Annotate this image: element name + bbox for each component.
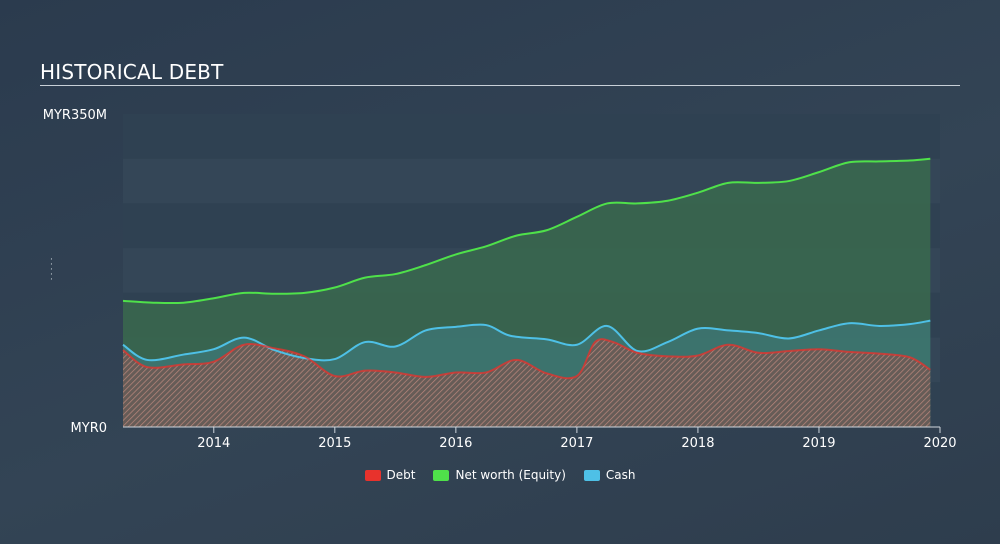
legend-swatch-equity	[433, 469, 450, 481]
axes: 2014 2015 2016 2017 2018 2019 2020 MYR350M MYR0	[43, 108, 957, 451]
legend-item-cash[interactable]: Cash	[583, 468, 636, 482]
legend-item-debt[interactable]: Debt	[364, 468, 416, 482]
x-tick-label: 2016	[439, 436, 472, 451]
x-tick-label: 2019	[802, 436, 835, 451]
legend-label-equity: Net worth (Equity)	[455, 468, 566, 482]
x-tick-label: 2017	[560, 436, 593, 451]
title-divider	[40, 85, 960, 86]
page-title: HISTORICAL DEBT	[40, 60, 224, 84]
cash-line	[122, 319, 931, 362]
legend-swatch-debt	[364, 469, 381, 481]
legend-label-cash: Cash	[605, 468, 636, 482]
grid-band	[123, 114, 940, 159]
legend-label-debt: Debt	[386, 468, 416, 482]
x-tick-label: 2020	[923, 436, 956, 451]
x-tick-label: 2015	[318, 436, 351, 451]
y-axis-menu-icon[interactable]: · · · · ·	[50, 255, 53, 285]
y-tick-label-top: MYR350M	[43, 108, 107, 123]
series-lines	[122, 157, 931, 380]
equity-line	[122, 157, 931, 305]
y-tick-label-bottom: MYR0	[71, 421, 107, 436]
legend-swatch-cash	[583, 469, 600, 481]
legend: Debt Net worth (Equity) Cash	[0, 468, 1000, 482]
legend-item-equity[interactable]: Net worth (Equity)	[433, 468, 566, 482]
debt-line	[122, 338, 931, 380]
x-tick-label: 2014	[197, 436, 230, 451]
x-tick-label: 2018	[681, 436, 714, 451]
debt-area	[123, 339, 931, 427]
